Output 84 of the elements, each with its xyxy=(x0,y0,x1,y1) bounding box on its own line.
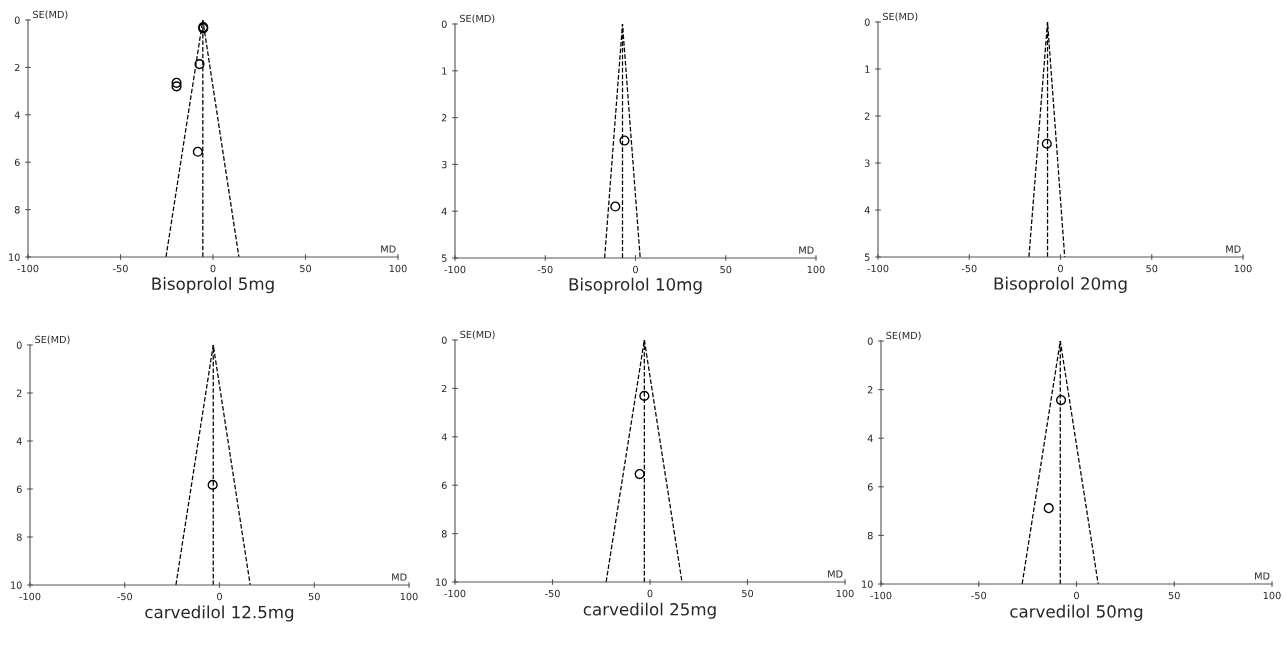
y-tick-label: 5 xyxy=(441,254,447,262)
y-tick-label: 4 xyxy=(441,433,447,441)
y-tick-label: 6 xyxy=(16,485,22,493)
y-tick-label: 4 xyxy=(864,206,870,214)
y-tick-label: 0 xyxy=(864,18,870,26)
y-axis-title: SE(MD) xyxy=(883,12,918,22)
y-tick-label: 2 xyxy=(441,114,447,122)
x-tick-label: 0 xyxy=(217,592,222,601)
x-tick-label: 100 xyxy=(389,264,407,273)
x-tick-label: 50 xyxy=(308,592,320,601)
y-axis-title: SE(MD) xyxy=(886,331,921,341)
x-tick-label: -50 xyxy=(113,264,128,273)
y-tick-label: 10 xyxy=(11,581,22,589)
y-tick-label: 2 xyxy=(441,384,447,393)
x-axis-title: MD xyxy=(392,573,407,581)
x-tick-label: 0 xyxy=(1074,591,1079,600)
y-tick-label: 3 xyxy=(441,160,447,169)
x-tick-label: 0 xyxy=(647,589,653,598)
y-tick-label: 4 xyxy=(441,207,447,215)
x-tick-label: 50 xyxy=(742,589,754,598)
text: Bisoprolol 10mg xyxy=(569,277,702,294)
y-tick-label: 4 xyxy=(16,437,22,445)
x-axis-title: MD xyxy=(381,245,396,253)
y-tick-label: 2 xyxy=(16,389,22,397)
x-tick-label: -100 xyxy=(19,592,41,601)
text: carvedilol 25mg xyxy=(583,602,716,619)
y-tick-label: 2 xyxy=(867,386,873,394)
x-tick-label: -100 xyxy=(444,265,466,274)
y-axis-title: SE(MD) xyxy=(460,330,495,340)
y-tick-label: 8 xyxy=(14,206,20,214)
y-tick-label: 0 xyxy=(16,341,22,349)
x-tick-label: 0 xyxy=(210,264,216,273)
x-tick-label: 0 xyxy=(1058,264,1063,273)
y-tick-label: 1 xyxy=(442,67,447,75)
y-tick-label: 8 xyxy=(441,530,447,538)
x-tick-label: 50 xyxy=(1168,591,1180,600)
text: carvedilol 50mg xyxy=(1010,604,1143,621)
y-tick-label: 4 xyxy=(14,111,20,119)
y-tick-label: 4 xyxy=(867,434,873,442)
x-tick-label: -50 xyxy=(537,265,553,274)
x-tick-label: -100 xyxy=(17,264,39,273)
text: Bisoprolol 5mg xyxy=(152,277,274,294)
y-axis-title: SE(MD) xyxy=(35,335,70,345)
y-tick-label: 0 xyxy=(14,16,20,24)
x-tick-label: 50 xyxy=(300,264,312,273)
y-tick-label: 8 xyxy=(16,533,22,541)
x-axis-title: MD xyxy=(1226,245,1241,253)
x-tick-label: -50 xyxy=(545,589,560,598)
x-axis-title: MD xyxy=(799,246,814,254)
text: Bisoprolol 20mg xyxy=(994,276,1127,293)
y-tick-label: 5 xyxy=(864,253,870,261)
y-tick-label: 2 xyxy=(864,112,870,120)
text: carvedilol 12.5mg xyxy=(145,605,294,622)
x-tick-label: -100 xyxy=(444,589,466,598)
x-tick-label: 50 xyxy=(1146,264,1158,273)
x-axis-title: MD xyxy=(828,570,843,578)
y-tick-label: 6 xyxy=(867,483,873,491)
y-tick-label: 6 xyxy=(14,158,20,167)
y-axis-title: SE(MD) xyxy=(459,14,495,24)
x-tick-label: -100 xyxy=(867,264,889,273)
y-tick-label: 10 xyxy=(9,253,20,261)
x-tick-label: 0 xyxy=(633,265,638,274)
x-tick-label: 50 xyxy=(720,265,732,274)
y-axis-title: SE(MD) xyxy=(33,10,68,20)
y-tick-label: 10 xyxy=(436,578,447,586)
y-tick-label: 0 xyxy=(441,336,447,344)
y-tick-label: 6 xyxy=(441,481,447,490)
y-tick-label: 2 xyxy=(14,63,20,72)
x-tick-label: -50 xyxy=(971,591,987,600)
x-axis-title: MD xyxy=(1255,572,1270,580)
x-tick-label: 100 xyxy=(836,589,854,598)
y-tick-label: 8 xyxy=(867,531,873,540)
y-tick-label: 3 xyxy=(864,159,870,167)
y-tick-label: 10 xyxy=(862,580,873,588)
x-tick-label: -100 xyxy=(870,591,892,600)
x-tick-label: -50 xyxy=(961,264,977,273)
y-tick-label: 0 xyxy=(441,20,447,28)
x-tick-label: 100 xyxy=(400,592,418,601)
x-tick-label: -50 xyxy=(117,592,133,601)
x-tick-label: 100 xyxy=(1263,591,1281,600)
x-tick-label: 100 xyxy=(1234,264,1252,273)
x-tick-label: 100 xyxy=(807,265,825,274)
y-tick-label: 1 xyxy=(865,65,870,73)
y-tick-label: 0 xyxy=(867,337,873,345)
